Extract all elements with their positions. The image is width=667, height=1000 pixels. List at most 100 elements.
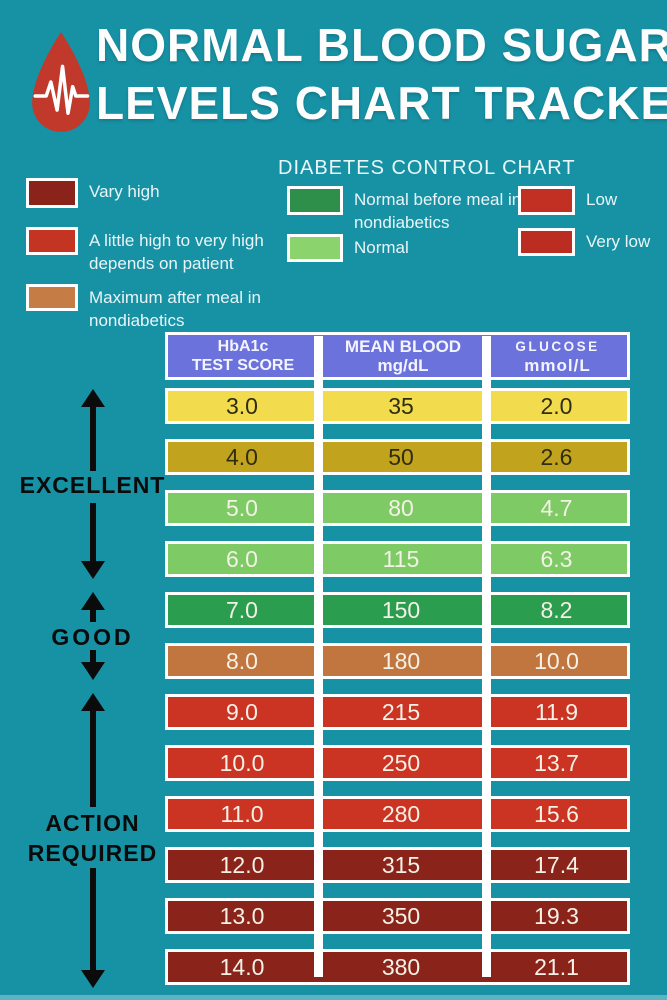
legend-label: Normal before meal in nondiabetics	[343, 186, 521, 234]
table-cell-glucose: 17.4	[534, 851, 579, 878]
table-cell-glucose: 8.2	[540, 596, 573, 623]
legend-label: Low	[575, 186, 617, 215]
column-header-line: mg/dL	[377, 356, 429, 375]
legend-label-line: Vary high	[89, 182, 160, 201]
page-title-line1: NORMAL BLOOD SUGAR	[96, 19, 667, 71]
arrowhead	[81, 693, 105, 711]
legend-label: A little high to very high depends on pa…	[78, 227, 264, 275]
table-cell-hba1c: 6.0	[226, 545, 258, 572]
arrow-shaft	[90, 650, 96, 662]
column-header-mean-blood: MEAN BLOOD mg/dL	[318, 335, 488, 377]
arrow-up-icon	[81, 693, 105, 807]
arrow-down-icon	[81, 503, 105, 579]
scale-label-line: ACTION	[45, 810, 140, 836]
arrow-shaft	[90, 407, 96, 471]
legend-label-line: Maximum after meal in	[89, 288, 261, 307]
scale-label-excellent: EXCELLENT	[10, 470, 175, 500]
legend-item-normal: Normal	[287, 234, 409, 262]
legend-label-line: nondiabetics	[89, 311, 185, 330]
arrow-up-icon	[81, 592, 105, 622]
legend-label: Normal	[343, 234, 409, 262]
column-header-hba1c-test-score: HbA1c TEST SCORE	[168, 335, 318, 377]
legend-swatch-max-after-meal	[26, 284, 78, 311]
legend-item-low: Low	[518, 186, 617, 215]
legend-label-line: depends on patient	[89, 254, 234, 273]
arrowhead	[81, 970, 105, 988]
table-cell-hba1c: 4.0	[226, 443, 258, 470]
blood-drop-heartbeat-icon	[32, 32, 90, 132]
legend-swatch-vary-high	[26, 178, 78, 208]
arrow-down-icon	[81, 868, 105, 988]
legend-label-line: A little high to very high	[89, 231, 264, 250]
table-cell-hba1c: 11.0	[220, 800, 264, 827]
page-title-line2: LEVELS CHART TRACKER	[96, 77, 667, 129]
legend-swatch-normal	[287, 234, 343, 262]
table-cell-glucose: 2.0	[540, 392, 573, 419]
column-header-line: HbA1c	[217, 338, 269, 355]
table-cell-hba1c: 10.0	[219, 749, 265, 776]
arrow-up-icon	[81, 389, 105, 471]
arrowhead	[81, 561, 105, 579]
legend-label-line: nondiabetics	[354, 213, 450, 232]
table-body: 3.0 35 2.0 4.0 50 2.6 5.0 80 4.7 6.0 115…	[165, 388, 630, 985]
table-cell-mean-blood: 180	[381, 647, 421, 674]
page-title: NORMAL BLOOD SUGAR LEVELS CHART TRACKER	[96, 16, 667, 132]
table-cell-hba1c: 5.0	[226, 494, 258, 521]
table-cell-mean-blood: 35	[388, 392, 414, 419]
table-cell-glucose: 6.3	[540, 545, 573, 572]
table-cell-mean-blood: 380	[381, 953, 421, 980]
table-cell-mean-blood: 315	[381, 851, 421, 878]
legend-swatch-little-high	[26, 227, 78, 255]
arrow-shaft	[90, 868, 96, 970]
column-header-glucose: GLUCOSE mmol/L	[488, 335, 627, 377]
table-cell-mean-blood: 250	[381, 749, 421, 776]
legend-label: Very low	[575, 228, 650, 256]
table-cell-hba1c: 13.0	[219, 902, 265, 929]
legend-label-line: Normal	[354, 238, 409, 257]
table-row: 10.0 250 13.7	[165, 745, 630, 781]
table-row: 6.0 115 6.3	[165, 541, 630, 577]
column-divider	[314, 336, 323, 977]
table-cell-glucose: 2.6	[540, 443, 573, 470]
table-cell-glucose: 21.1	[534, 953, 579, 980]
legend-label-line: Very low	[586, 232, 651, 251]
legend-heading: DIABETES CONTROL CHART	[278, 157, 576, 179]
legend-swatch-low	[518, 186, 575, 215]
table-row: 8.0 180 10.0	[165, 643, 630, 679]
scale-label-line: GOOD	[51, 624, 134, 650]
table-row: 12.0 315 17.4	[165, 847, 630, 883]
arrow-shaft	[90, 503, 96, 561]
arrowhead	[81, 389, 105, 407]
table-cell-mean-blood: 280	[381, 800, 421, 827]
column-header-line: mmol/L	[524, 356, 591, 375]
table-cell-glucose: 15.6	[534, 800, 579, 827]
arrowhead	[81, 592, 105, 610]
legend-item-normal-before-meal: Normal before meal in nondiabetics	[287, 186, 521, 234]
table-cell-mean-blood: 115	[382, 545, 420, 572]
table-row: 9.0 215 11.9	[165, 694, 630, 730]
table-row: 14.0 380 21.1	[165, 949, 630, 985]
legend-label-line: Low	[586, 190, 618, 209]
legend-item-vary-high: Vary high	[26, 178, 160, 208]
arrow-shaft	[90, 610, 96, 622]
legend-label: Vary high	[78, 178, 160, 208]
table-cell-mean-blood: 215	[381, 698, 421, 725]
table-cell-mean-blood: 350	[381, 902, 421, 929]
table-cell-hba1c: 3.0	[226, 392, 258, 419]
legend-swatch-normal-before-meal	[287, 186, 343, 215]
scale-label-good: GOOD	[10, 622, 175, 652]
scale-label-action-required: ACTION REQUIRED	[10, 808, 175, 868]
table-row: 3.0 35 2.0	[165, 388, 630, 424]
table-cell-glucose: 19.3	[534, 902, 579, 929]
table-cell-hba1c: 8.0	[226, 647, 258, 674]
column-header-line: GLUCOSE	[515, 339, 600, 354]
blood-sugar-table: HbA1c TEST SCORE MEAN BLOOD mg/dL GLUCOS…	[165, 332, 630, 985]
legend-item-very-low: Very low	[518, 228, 650, 256]
arrow-down-icon	[81, 650, 105, 680]
table-row: 5.0 80 4.7	[165, 490, 630, 526]
arrow-shaft	[90, 711, 96, 807]
arrowhead	[81, 662, 105, 680]
table-cell-glucose: 4.7	[540, 494, 573, 521]
legend-swatch-very-low	[518, 228, 575, 256]
